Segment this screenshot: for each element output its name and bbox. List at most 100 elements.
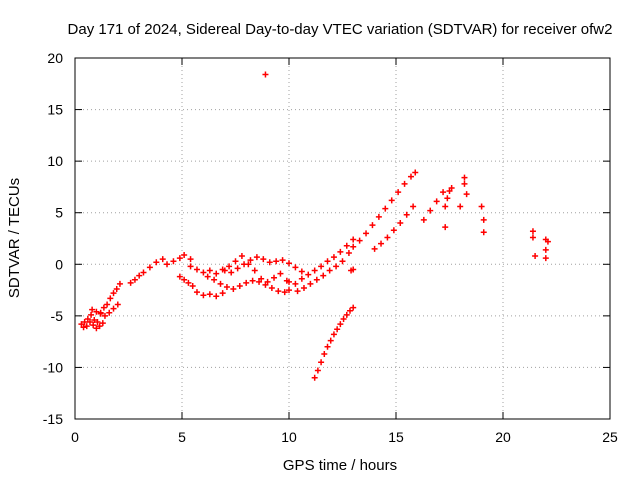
data-point xyxy=(181,252,188,259)
data-point xyxy=(200,269,207,276)
data-point xyxy=(96,323,103,330)
y-tick-label: -15 xyxy=(43,411,63,427)
data-point xyxy=(321,351,328,358)
data-point xyxy=(442,224,449,231)
data-point xyxy=(463,191,470,198)
data-point xyxy=(286,287,292,294)
data-point xyxy=(461,174,468,181)
data-point xyxy=(164,261,171,268)
data-point xyxy=(204,273,211,280)
data-point xyxy=(307,280,314,287)
data-point xyxy=(444,195,451,202)
data-point xyxy=(403,211,410,218)
x-tick-label: 10 xyxy=(281,429,297,445)
data-point xyxy=(480,216,487,223)
data-point xyxy=(401,180,408,187)
data-point xyxy=(442,203,449,210)
data-point xyxy=(448,184,455,191)
data-point xyxy=(305,271,312,278)
y-tick-label: 20 xyxy=(47,50,63,66)
data-point xyxy=(230,286,237,293)
axis-ticks xyxy=(74,57,611,420)
data-point xyxy=(100,304,107,311)
data-point xyxy=(313,276,320,283)
data-point xyxy=(146,264,153,271)
data-point xyxy=(350,243,357,250)
data-point xyxy=(193,289,200,296)
data-point xyxy=(544,238,551,245)
data-point xyxy=(369,222,376,229)
data-point xyxy=(350,304,357,311)
data-point xyxy=(114,301,121,308)
data-point xyxy=(187,263,194,270)
data-point xyxy=(375,213,382,220)
data-point xyxy=(185,279,192,286)
data-point xyxy=(93,325,100,332)
data-point xyxy=(94,319,101,326)
data-point xyxy=(258,275,265,282)
data-point xyxy=(193,266,200,273)
x-tick-label: 5 xyxy=(178,429,186,445)
data-point xyxy=(176,255,183,262)
data-point xyxy=(345,249,352,256)
data-point xyxy=(395,189,402,196)
data-point xyxy=(110,305,117,312)
data-point xyxy=(311,267,318,274)
y-tick-labels: -15 -10 -5 0 5 10 15 20 xyxy=(43,50,63,427)
data-point xyxy=(86,319,93,326)
data-point xyxy=(388,197,395,204)
x-tick-labels: 0 5 10 15 20 25 xyxy=(71,429,618,445)
data-point xyxy=(298,268,305,275)
data-point xyxy=(311,374,318,381)
data-point xyxy=(251,267,258,274)
data-point xyxy=(90,322,97,329)
data-point xyxy=(226,263,233,270)
x-tick-label: 25 xyxy=(602,429,618,445)
data-point xyxy=(350,266,357,273)
data-point xyxy=(266,259,273,266)
data-point xyxy=(324,258,331,265)
data-point xyxy=(219,290,226,297)
data-point xyxy=(249,277,256,284)
data-point xyxy=(337,248,344,255)
data-point xyxy=(300,285,307,292)
data-point xyxy=(324,343,331,350)
data-point xyxy=(318,263,325,270)
data-point xyxy=(238,253,245,260)
y-axis-title: SDTVAR / TECUs xyxy=(6,178,23,298)
data-point xyxy=(234,265,241,272)
data-point xyxy=(181,276,188,283)
data-point xyxy=(275,288,282,295)
data-point xyxy=(480,229,487,236)
data-point xyxy=(320,272,327,279)
data-point xyxy=(446,188,453,195)
data-point xyxy=(378,240,385,247)
data-point xyxy=(412,169,419,176)
data-point xyxy=(83,323,90,330)
data-point xyxy=(277,270,284,277)
data-point xyxy=(337,321,344,328)
y-tick-label: -10 xyxy=(43,359,63,375)
data-point xyxy=(397,220,404,227)
data-point xyxy=(243,279,250,286)
data-point xyxy=(478,203,485,210)
data-point xyxy=(343,311,350,318)
data-point xyxy=(236,282,243,289)
data-point xyxy=(176,273,183,280)
y-tick-label: 5 xyxy=(55,205,63,221)
data-point xyxy=(116,280,123,287)
data-point xyxy=(113,286,120,293)
data-point xyxy=(327,337,334,344)
data-point xyxy=(343,242,350,249)
data-point xyxy=(127,279,134,286)
data-point xyxy=(170,258,177,265)
x-tick-label: 15 xyxy=(388,429,404,445)
data-point xyxy=(81,319,88,326)
data-point xyxy=(97,310,104,317)
data-point xyxy=(262,71,269,78)
data-point xyxy=(159,256,166,263)
data-point xyxy=(99,320,106,327)
data-point xyxy=(542,255,549,262)
chart-title: Day 171 of 2024, Sidereal Day-to-day VTE… xyxy=(68,21,613,38)
data-point xyxy=(268,285,275,292)
